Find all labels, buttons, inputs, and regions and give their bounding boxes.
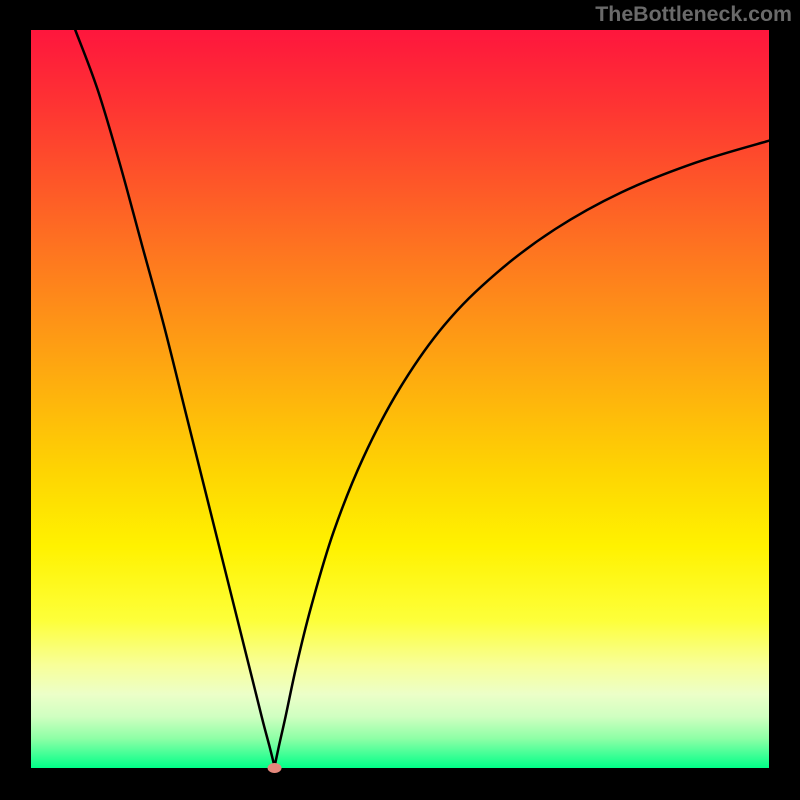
chart-container: TheBottleneck.com [0,0,800,800]
bottleneck-chart [0,0,800,800]
minimum-marker [268,763,282,773]
